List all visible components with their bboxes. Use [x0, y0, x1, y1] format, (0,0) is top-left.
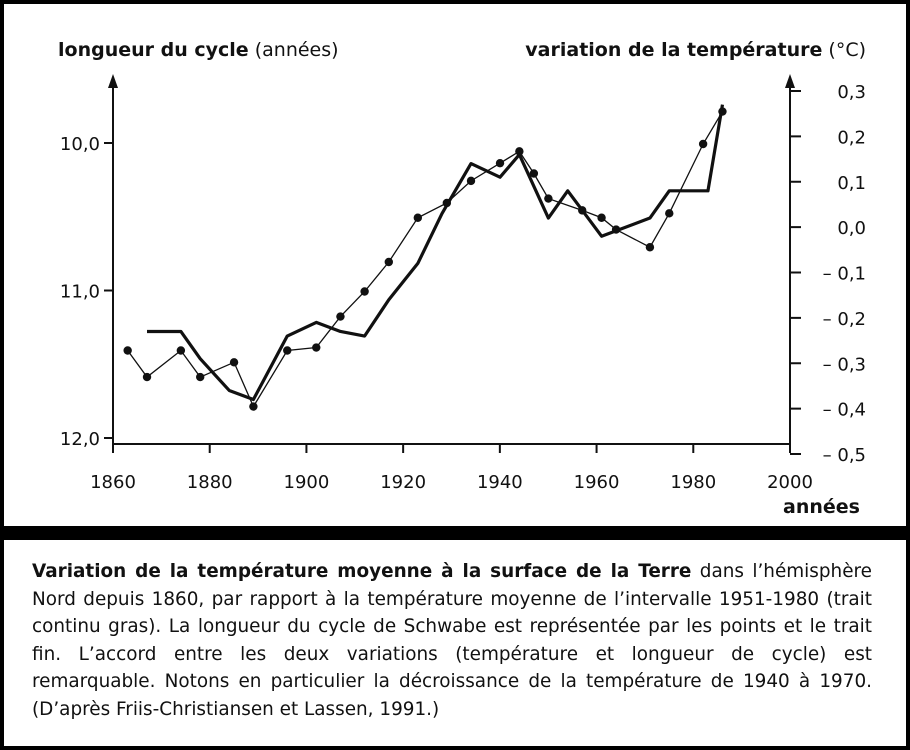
cycle-length-point: [544, 194, 553, 203]
left-y-tick-label: 10,0: [60, 134, 100, 155]
axes: [108, 74, 795, 445]
cycle-length-point: [249, 402, 258, 411]
cycle-length-point: [665, 209, 674, 218]
x-tick-label: 2000: [767, 472, 813, 493]
cycle-length-point: [384, 257, 393, 267]
temperature-line: [147, 104, 725, 402]
cycle-length-point: [529, 169, 539, 178]
cycle-length-point: [123, 346, 132, 355]
ticks-layer: 1860 1880 1900 1920 1940 1960 1980 2000 10,0 11,0…: [60, 82, 866, 493]
right-y-axis-arrow: [785, 74, 795, 88]
chart-panel: longueur du cycle (années) variation de …: [4, 4, 906, 526]
right-y-tick-label: 0,1: [837, 173, 866, 194]
x-tick-label: 1940: [477, 472, 523, 493]
cycle-length-point: [698, 139, 708, 149]
x-tick-label: 1880: [187, 472, 233, 493]
right-y-tick-label: – 0,2: [823, 309, 866, 330]
left-axis-title: longueur du cycle (années): [58, 39, 339, 61]
cycle-length-point: [466, 176, 476, 186]
caption-title: Variation de la température moyenne à la…: [32, 561, 692, 582]
cycle-length-point: [515, 147, 524, 156]
left-axis-title-unit: (années): [255, 39, 339, 61]
cycle-length-point: [611, 225, 621, 234]
caption-text: Variation de la température moyenne à la…: [32, 558, 872, 723]
x-tick-label: 1980: [670, 472, 716, 493]
cycle-length-point: [176, 346, 186, 355]
x-tick-label: 1860: [90, 472, 136, 493]
right-y-tick-label: 0,0: [837, 218, 866, 239]
x-tick-label: 1900: [284, 472, 330, 493]
cycle-length-point: [336, 312, 345, 321]
cycle-length-point: [597, 213, 606, 222]
right-y-tick-label: 0,2: [837, 127, 866, 148]
x-axis-title: années: [783, 496, 860, 518]
left-axis-title-bold: longueur du cycle: [58, 39, 249, 61]
cycle-length-point: [495, 158, 505, 168]
right-y-tick-label: – 0,3: [823, 354, 866, 375]
left-y-tick-label: 11,0: [60, 282, 100, 303]
right-y-tick-label: – 0,5: [823, 445, 866, 466]
cycle-length-point: [442, 198, 452, 208]
caption-body: dans l’hé­misphère Nord depuis 1860, par…: [32, 561, 872, 720]
caption-panel: Variation de la température moyenne à la…: [4, 540, 906, 746]
cycle-length-point: [413, 213, 423, 222]
cycle-length-point: [142, 372, 152, 382]
temperature-series-layer: [147, 104, 725, 402]
left-y-axis-arrow: [108, 74, 118, 88]
cycle-length-point: [312, 343, 321, 352]
right-axis-title: variation de la température (°C): [525, 39, 866, 61]
x-tick-label: 1920: [380, 472, 426, 493]
cycle-length-point: [360, 287, 369, 296]
cycle-length-point: [718, 107, 727, 116]
x-tick-label: 1960: [574, 472, 620, 493]
cycle-length-point: [283, 346, 292, 355]
right-y-tick-label: – 0,4: [823, 400, 866, 421]
cycle-length-point: [578, 206, 587, 215]
right-axis-title-bold: variation de la température: [525, 39, 822, 61]
right-axis-title-unit: (°C): [828, 39, 866, 61]
left-y-tick-label: 12,0: [60, 429, 100, 450]
right-y-tick-label: – 0,1: [823, 264, 866, 285]
cycle-series-layer: [123, 107, 727, 411]
cycle-length-point: [196, 372, 205, 382]
chart-svg: longueur du cycle (années) variation de …: [58, 39, 866, 518]
cycle-length-point: [229, 358, 239, 367]
cycle-length-point: [645, 243, 655, 252]
right-y-tick-label: 0,3: [837, 82, 866, 103]
cycle-length-line: [127, 111, 724, 408]
